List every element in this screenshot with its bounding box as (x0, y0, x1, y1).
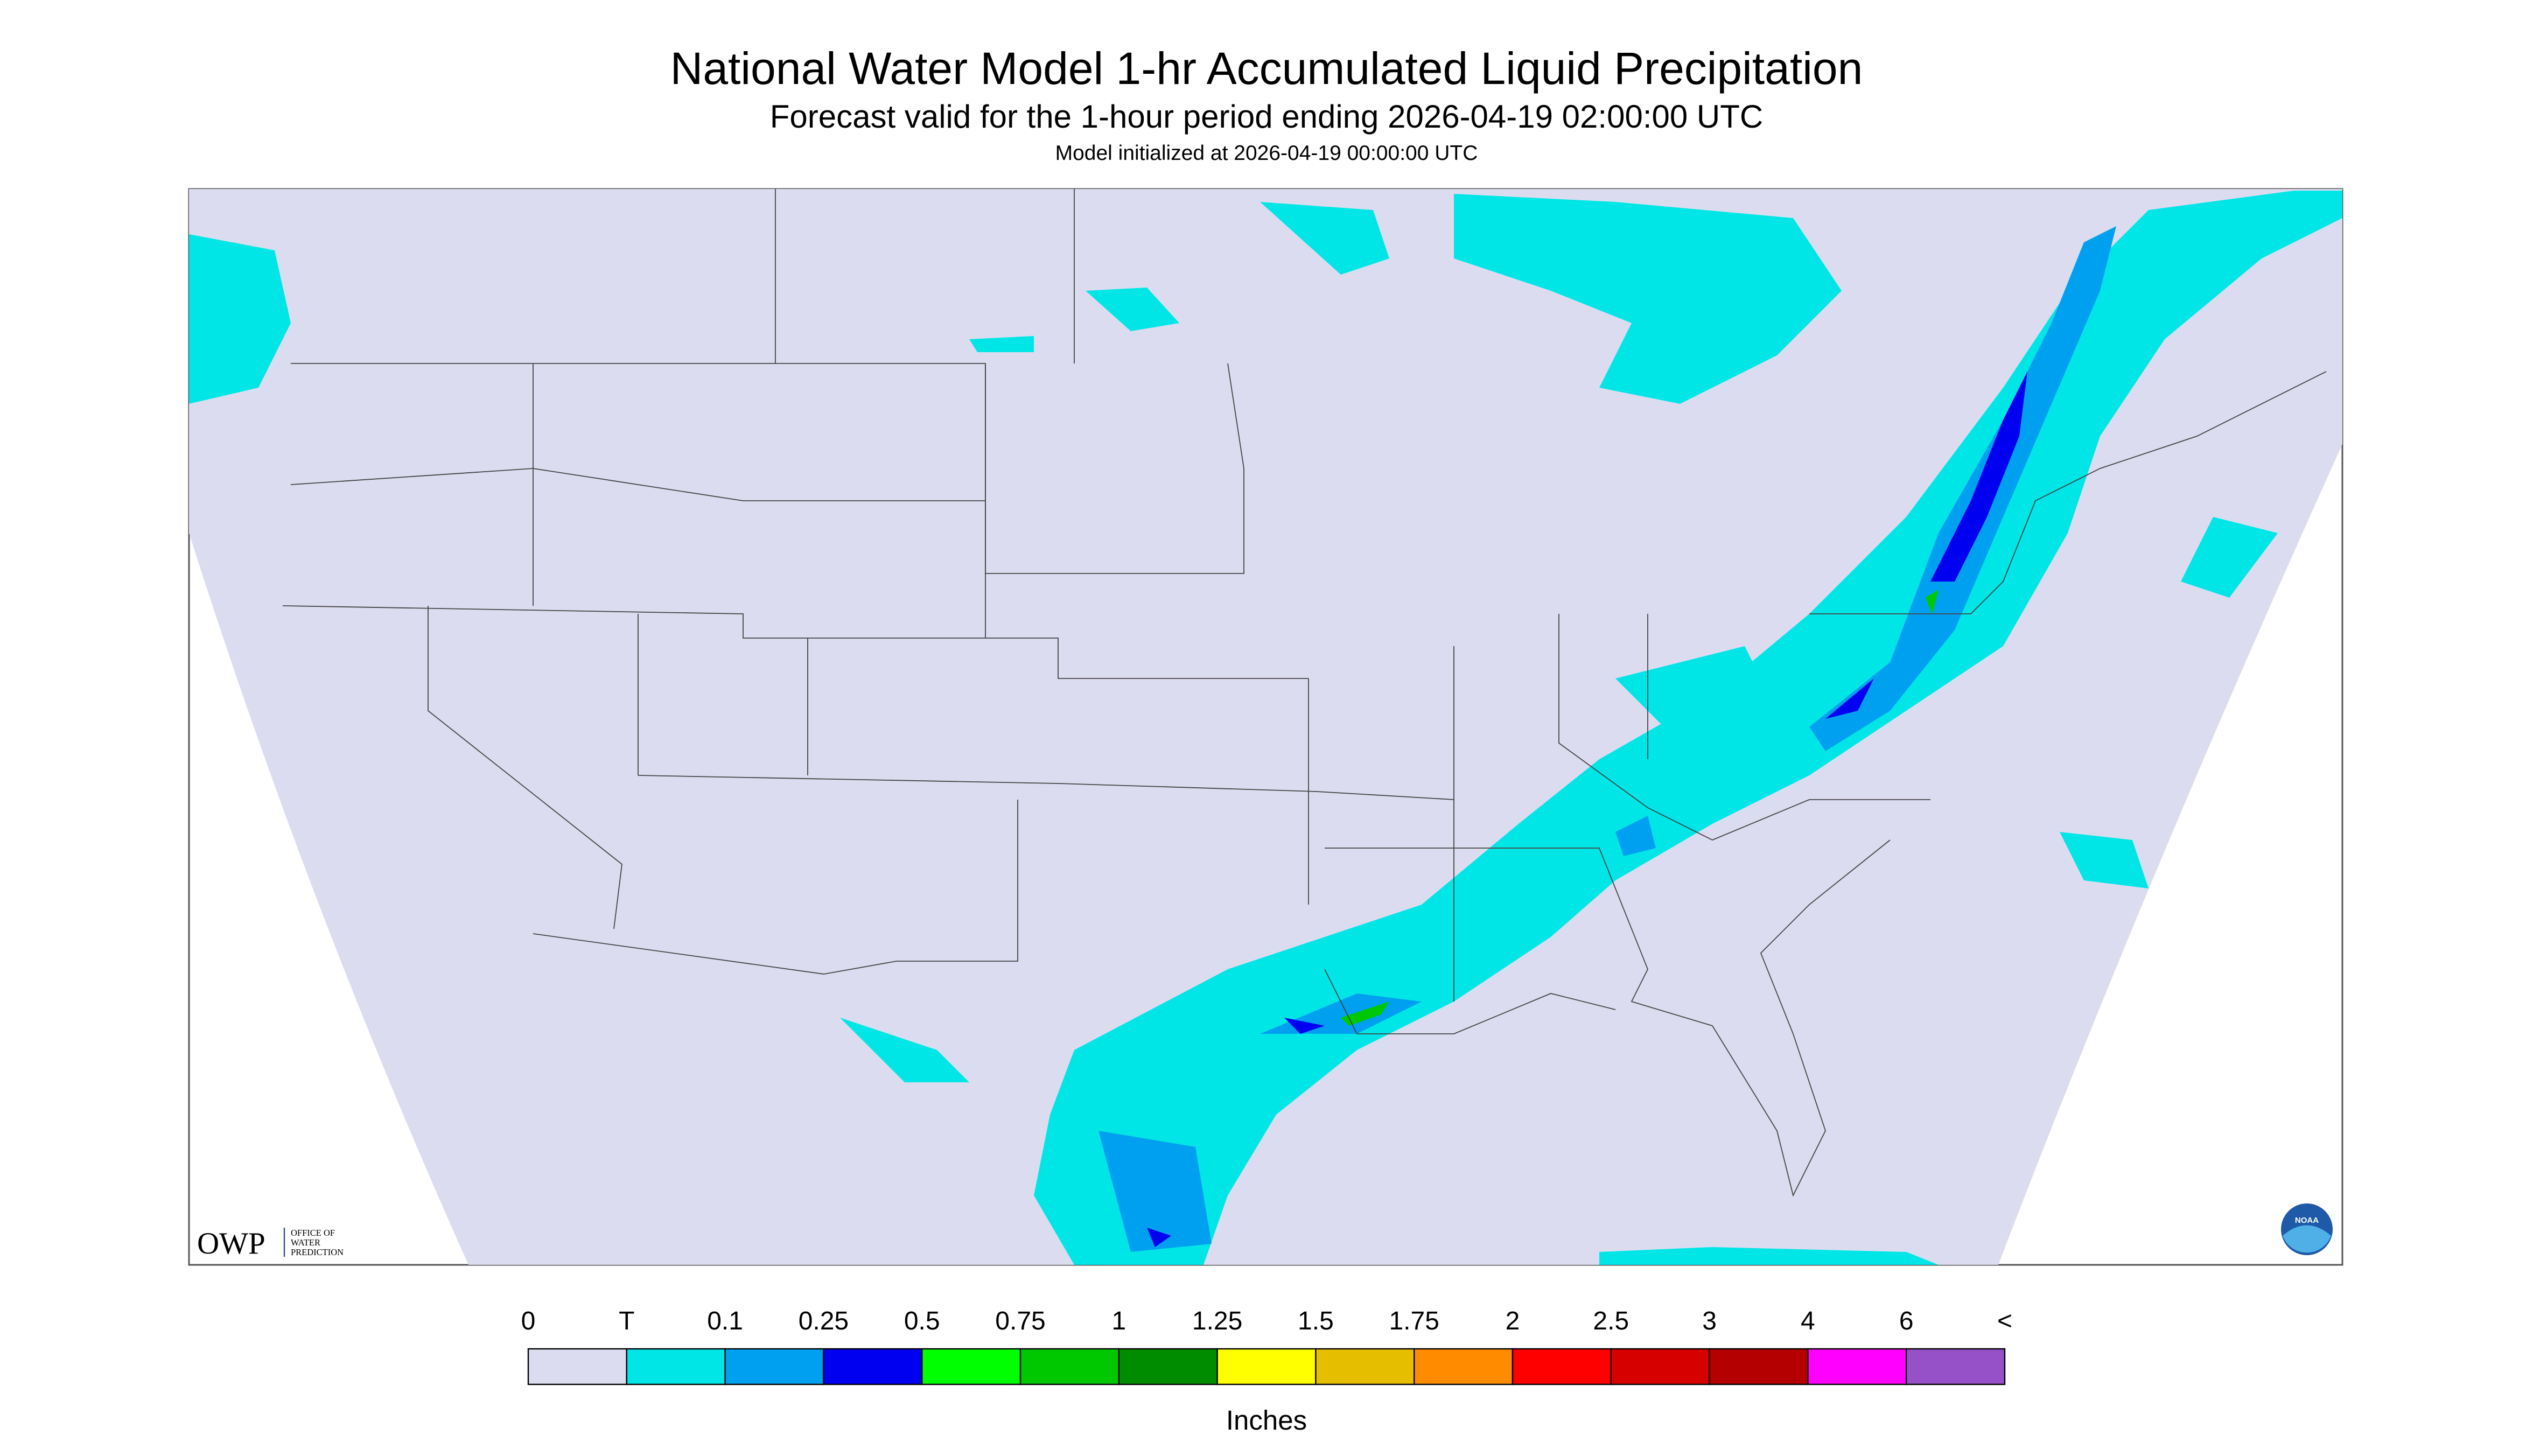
legend-swatch (1512, 1348, 1612, 1385)
legend-units: Inches (1226, 1405, 1307, 1436)
legend-swatch (1019, 1348, 1120, 1385)
state-borders (282, 189, 2327, 1197)
legend-label: 2 (1506, 1307, 1520, 1335)
legend-label: 2.5 (1593, 1307, 1629, 1335)
legend-swatch (1216, 1348, 1317, 1385)
legend-swatch (527, 1348, 628, 1385)
owp-logo-line: WATER (291, 1237, 320, 1248)
legend-label: 0.5 (904, 1307, 940, 1335)
legend-label: 1.5 (1298, 1307, 1334, 1335)
legend-label: 0.1 (707, 1307, 743, 1335)
precip-heavy (1341, 590, 1939, 1026)
legend-swatch (1414, 1348, 1514, 1385)
subtitle: Forecast valid for the 1-hour period end… (770, 99, 1763, 135)
legend-label: 0.75 (995, 1307, 1045, 1335)
owp-logo: OWP OFFICE OF WATER PREDICTION (197, 1227, 344, 1261)
legend: 0 T 0.1 0.25 0.5 0.75 1 1.25 1.5 1.75 2 2.5 3 4 6 < (521, 1307, 2012, 1385)
noaa-logo: NOAA (2281, 1203, 2333, 1256)
legend-swatch (1709, 1348, 1809, 1385)
legend-swatch (1610, 1348, 1710, 1385)
legend-label: 4 (1801, 1307, 1815, 1335)
owp-logo-line: OFFICE OF (291, 1228, 335, 1238)
legend-swatch (1905, 1348, 2006, 1385)
noaa-logo-text: NOAA (2295, 1216, 2319, 1225)
noaa-logo-wave (2283, 1225, 2331, 1253)
legend-swatch (626, 1348, 726, 1385)
precip-moderate (1147, 372, 2027, 1248)
legend-label: 0 (521, 1307, 536, 1335)
projection-area (189, 189, 2342, 1265)
legend-label: 6 (1899, 1307, 1914, 1335)
legend-swatch (921, 1348, 1021, 1385)
legend-swatch (724, 1348, 824, 1385)
legend-swatch (823, 1348, 923, 1385)
owp-logo-text: OWP (197, 1227, 265, 1261)
legend-label: 0.25 (799, 1307, 849, 1335)
legend-swatch (1315, 1348, 1415, 1385)
map: OWP OFFICE OF WATER PREDICTION NOAA (188, 188, 2343, 1266)
legend-label: < (1997, 1307, 2012, 1335)
legend-label: 1 (1111, 1307, 1126, 1335)
legend-label: 1.25 (1192, 1307, 1242, 1335)
legend-label: 1.75 (1389, 1307, 1439, 1335)
init-note: Model initialized at 2026-04-19 00:00:00… (1055, 142, 1478, 165)
legend-swatch (1807, 1348, 1907, 1385)
legend-label: 3 (1702, 1307, 1717, 1335)
legend-label: T (619, 1307, 634, 1335)
owp-logo-line: PREDICTION (291, 1247, 344, 1257)
title: National Water Model 1-hr Accumulated Li… (670, 43, 1863, 94)
legend-swatch (1118, 1348, 1218, 1385)
